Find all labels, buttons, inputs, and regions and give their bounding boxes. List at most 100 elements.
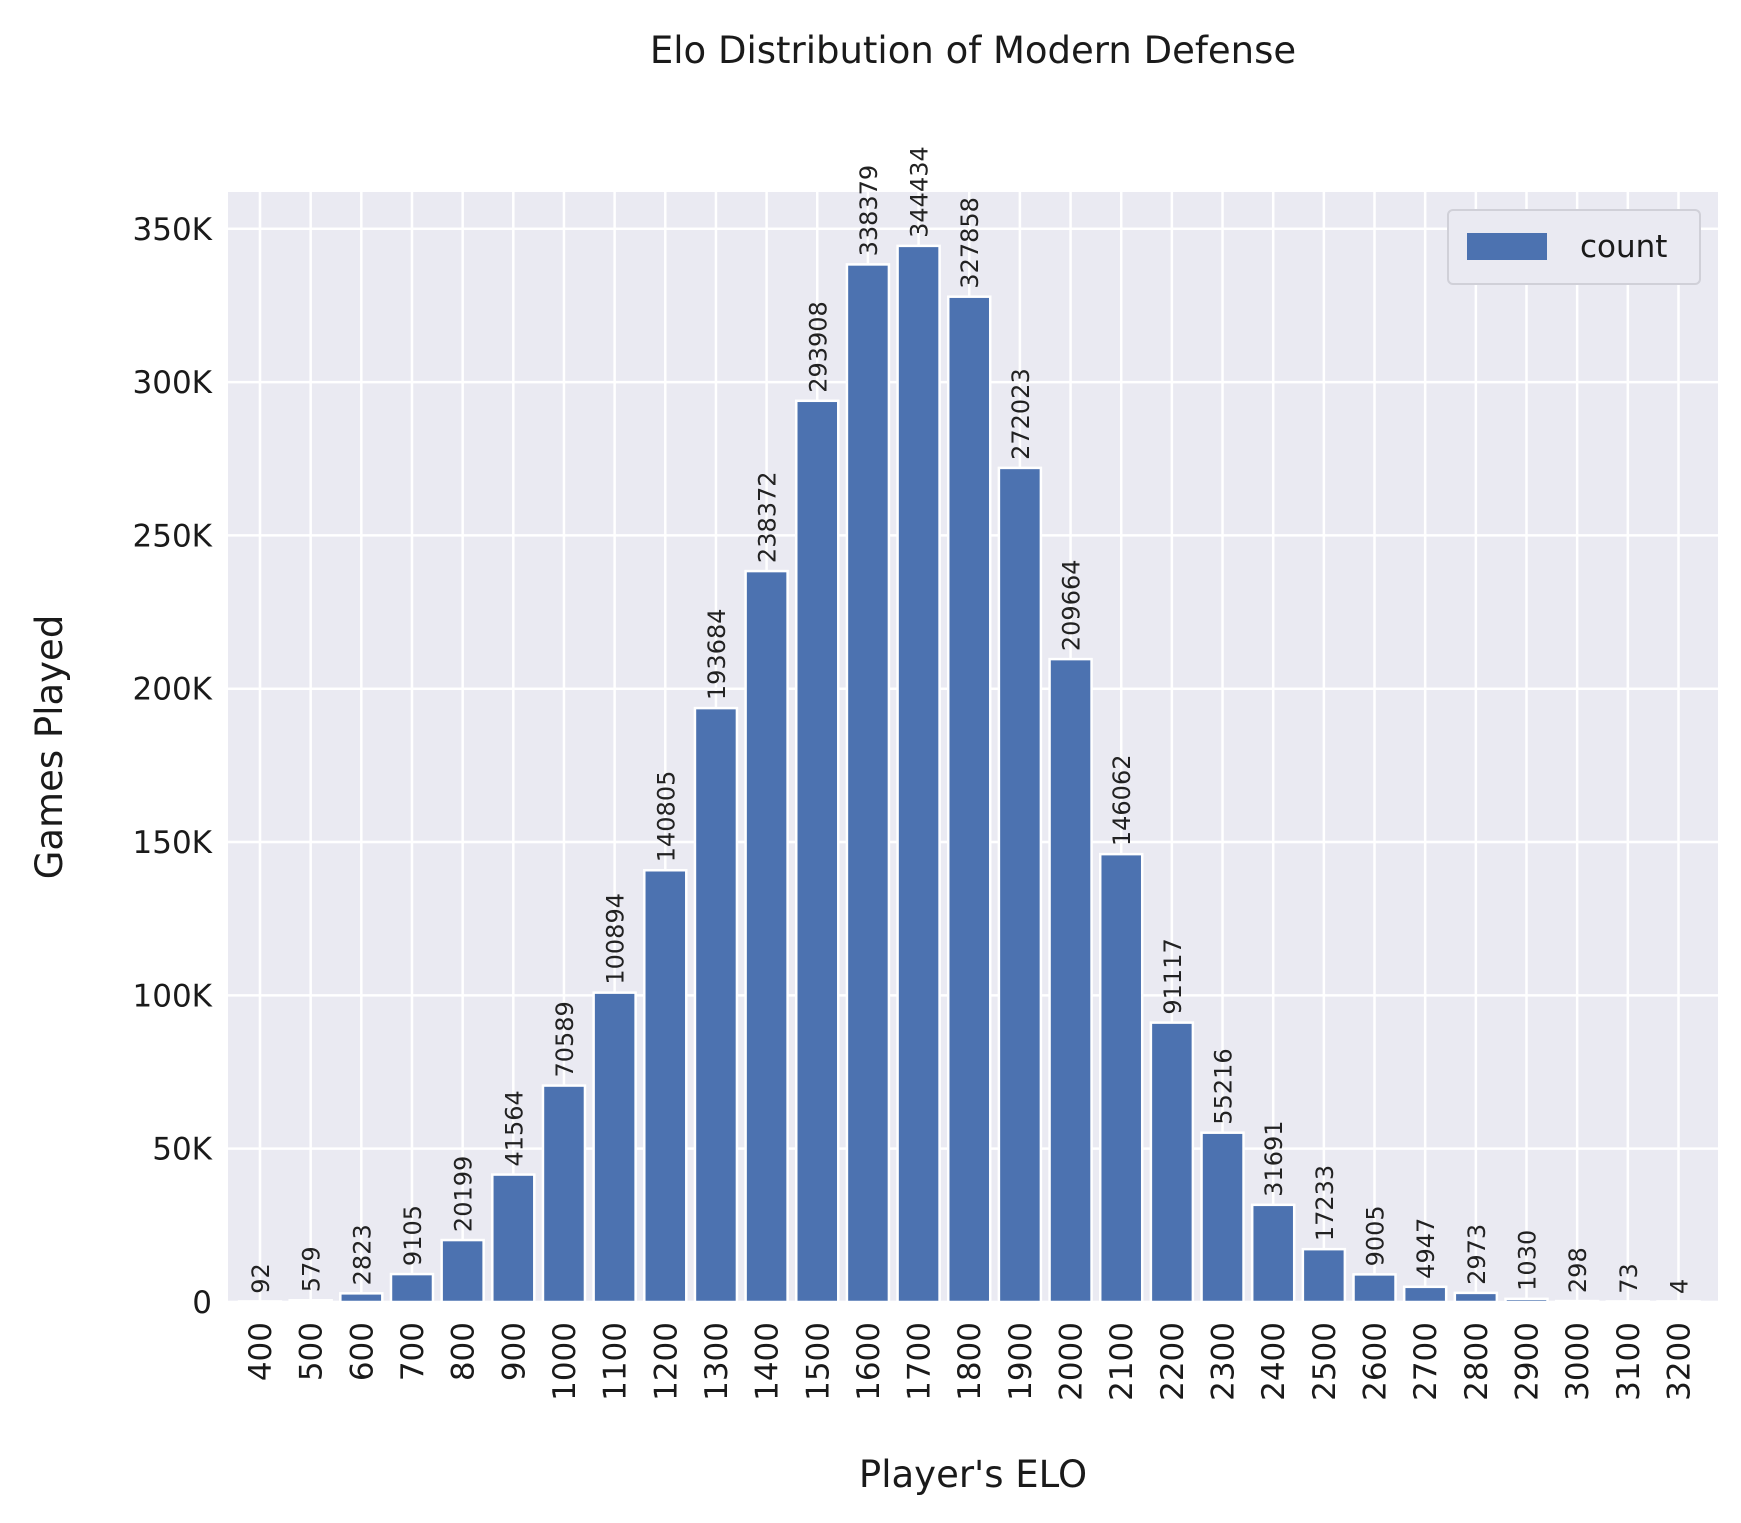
x-tick-label: 1900 bbox=[1003, 1322, 1039, 1401]
x-tick-label: 1500 bbox=[800, 1322, 836, 1401]
bar bbox=[237, 1300, 283, 1304]
bar-value-label: 4 bbox=[1665, 1279, 1693, 1294]
x-tick-label: 2400 bbox=[1256, 1322, 1292, 1401]
bars bbox=[237, 244, 1701, 1304]
y-tick-label: 50K bbox=[152, 1132, 212, 1168]
bar bbox=[896, 244, 941, 1304]
bar-value-label: 73 bbox=[1615, 1263, 1643, 1294]
bar bbox=[1656, 1300, 1701, 1304]
bar-value-label: 92 bbox=[247, 1263, 275, 1294]
y-tick-label: 150K bbox=[133, 825, 213, 861]
bar bbox=[1605, 1300, 1651, 1304]
y-tick-label: 200K bbox=[133, 672, 213, 708]
bar bbox=[1504, 1297, 1549, 1304]
bar-value-label: 2823 bbox=[348, 1224, 376, 1285]
bar-value-label: 146062 bbox=[1108, 755, 1136, 847]
bar bbox=[643, 868, 688, 1304]
bar bbox=[1453, 1291, 1499, 1304]
bar bbox=[541, 1084, 587, 1304]
x-tick-label: 400 bbox=[243, 1322, 279, 1381]
x-tick-label: 2600 bbox=[1358, 1322, 1394, 1401]
data-labels: 92 579 2823 9105 20199 41564 70589 100894 140805… bbox=[247, 146, 1693, 1294]
bar-value-label: 100894 bbox=[602, 893, 630, 985]
bar bbox=[1149, 1021, 1195, 1304]
bar-value-label: 298 bbox=[1564, 1247, 1592, 1293]
bar bbox=[997, 466, 1043, 1304]
bar bbox=[288, 1298, 333, 1304]
bar bbox=[1402, 1285, 1448, 1304]
bar bbox=[1250, 1203, 1296, 1304]
bar bbox=[1352, 1273, 1397, 1304]
x-tick-label: 2100 bbox=[1104, 1322, 1140, 1401]
x-axis-label: Player's ELO bbox=[859, 1453, 1087, 1496]
bar-value-label: 209664 bbox=[1058, 559, 1086, 651]
bar-value-label: 9005 bbox=[1362, 1205, 1390, 1266]
legend-swatch bbox=[1467, 233, 1547, 260]
bar-value-label: 272023 bbox=[1007, 368, 1035, 460]
x-tick-label: 2700 bbox=[1408, 1322, 1444, 1401]
x-tick-label: 800 bbox=[446, 1322, 482, 1381]
x-tick-label: 1300 bbox=[699, 1322, 735, 1401]
bar-value-label: 293908 bbox=[804, 301, 832, 393]
bar bbox=[795, 399, 840, 1304]
x-tick-label: 2500 bbox=[1307, 1322, 1343, 1401]
bar bbox=[440, 1238, 485, 1304]
bar bbox=[1301, 1247, 1347, 1304]
x-tick-label: 500 bbox=[294, 1322, 330, 1381]
bar-value-label: 1030 bbox=[1514, 1230, 1542, 1291]
x-tick-label: 2300 bbox=[1206, 1322, 1242, 1401]
bar-value-label: 55216 bbox=[1210, 1048, 1238, 1124]
bar-value-label: 344434 bbox=[906, 146, 934, 238]
x-tick-label: 1100 bbox=[598, 1322, 634, 1401]
x-tick-label: 1700 bbox=[902, 1322, 938, 1401]
bar-value-label: 9105 bbox=[399, 1205, 427, 1266]
x-tick-label: 1000 bbox=[547, 1322, 583, 1401]
y-tick-label: 250K bbox=[133, 518, 213, 554]
bar-value-label: 140805 bbox=[652, 771, 680, 863]
bar bbox=[1554, 1299, 1600, 1304]
x-tick-label: 2000 bbox=[1054, 1322, 1090, 1401]
bar bbox=[693, 706, 739, 1304]
bar bbox=[1048, 657, 1093, 1304]
bar bbox=[744, 569, 789, 1304]
x-tick-label: 2900 bbox=[1510, 1322, 1546, 1401]
bar-value-label: 31691 bbox=[1260, 1120, 1288, 1196]
bar-value-label: 338379 bbox=[855, 165, 883, 257]
bar bbox=[491, 1173, 536, 1304]
y-tick-label: 0 bbox=[192, 1285, 212, 1321]
bar-value-label: 4947 bbox=[1412, 1218, 1440, 1279]
bar bbox=[946, 295, 992, 1304]
x-tick-label: 700 bbox=[395, 1322, 431, 1381]
bar-value-label: 17233 bbox=[1311, 1165, 1339, 1241]
x-tick-label: 3000 bbox=[1560, 1322, 1596, 1401]
bar-value-label: 91117 bbox=[1159, 938, 1187, 1014]
bar bbox=[592, 991, 637, 1304]
bar bbox=[339, 1292, 384, 1304]
bar-value-label: 41564 bbox=[500, 1090, 528, 1166]
y-tick-label: 100K bbox=[133, 978, 213, 1014]
bar-value-label: 20199 bbox=[450, 1156, 478, 1232]
bar-value-label: 70589 bbox=[551, 1001, 579, 1077]
y-axis-label: Games Played bbox=[28, 615, 71, 880]
bar-value-label: 238372 bbox=[754, 471, 782, 563]
x-tick-label: 1400 bbox=[750, 1322, 786, 1401]
bar bbox=[845, 263, 891, 1304]
bar-value-label: 327858 bbox=[956, 197, 984, 289]
legend-label: count bbox=[1580, 229, 1667, 265]
y-axis-ticks: 0 50K 100K 150K 200K 250K 300K 350K bbox=[133, 212, 213, 1321]
x-tick-label: 2800 bbox=[1459, 1322, 1495, 1401]
bar-value-label: 193684 bbox=[703, 608, 731, 700]
bar bbox=[1200, 1131, 1245, 1304]
y-tick-label: 350K bbox=[133, 212, 213, 248]
legend-box bbox=[1447, 209, 1701, 285]
chart-title: Elo Distribution of Modern Defense bbox=[650, 29, 1296, 72]
x-tick-label: 1200 bbox=[648, 1322, 684, 1401]
legend: count bbox=[1447, 209, 1701, 285]
bar-value-label: 2973 bbox=[1463, 1224, 1491, 1285]
x-tick-label: 1800 bbox=[952, 1322, 988, 1401]
bar-value-label: 579 bbox=[298, 1246, 326, 1292]
bar bbox=[1098, 852, 1144, 1304]
bar bbox=[389, 1272, 435, 1304]
x-tick-label: 1600 bbox=[851, 1322, 887, 1401]
